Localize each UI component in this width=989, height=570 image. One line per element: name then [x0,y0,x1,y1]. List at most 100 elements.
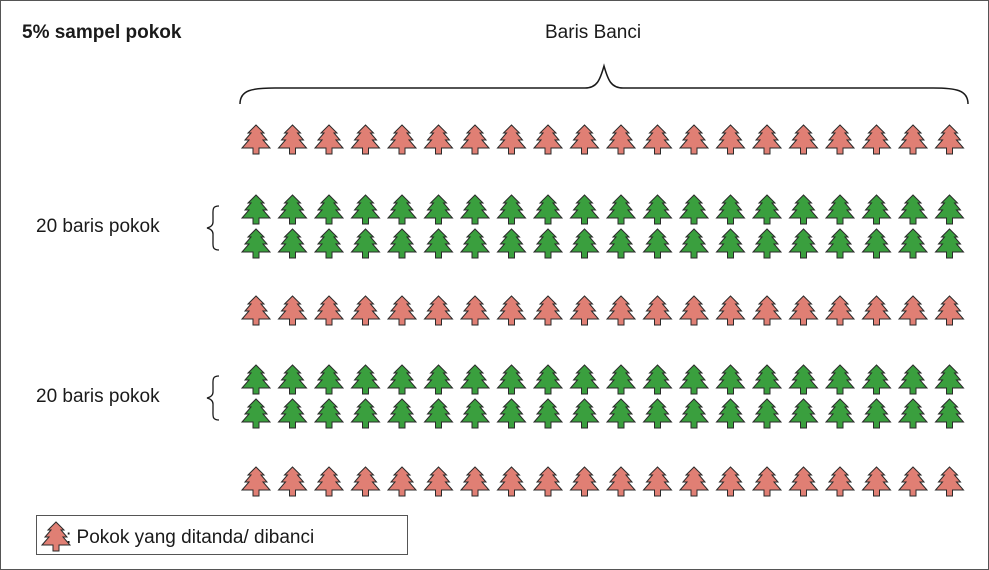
sampled-tree-icon [606,466,636,497]
tree-row-3-normal [241,228,964,259]
tree-icon [533,228,563,259]
sampled-tree-icon [716,295,745,326]
sampled-tree-icon [643,466,672,497]
sampled-tree-icon [862,124,891,155]
tree-icon [278,364,307,395]
sampled-tree-icon [533,466,563,497]
sampled-tree-icon [752,124,782,155]
group-label-2: 20 baris pokok [36,386,160,407]
tree-icon [606,228,636,259]
sampled-tree-icon [278,295,307,326]
tree-row-2-normal [241,194,964,225]
sampled-tree-icon [460,124,490,155]
tree-icon [825,228,855,259]
sampled-tree-icon [789,466,818,497]
group-brace-2 [206,375,220,421]
tree-icon [716,364,745,395]
sampled-tree-icon [606,124,636,155]
sampled-tree-icon [314,466,344,497]
tree-icon [278,398,307,429]
sampled-tree-icon [752,466,782,497]
tree-icon [643,194,672,225]
tree-icon [789,398,818,429]
tree-icon [424,364,453,395]
tree-icon [606,364,636,395]
tree-icon [679,228,709,259]
diagram-title: 5% sampel pokok [22,22,182,43]
tree-icon [241,194,271,225]
tree-icon [241,228,271,259]
tree-icon [424,228,453,259]
sampled-tree-icon [387,124,417,155]
sampled-tree-icon [789,295,818,326]
sampled-tree-icon [351,124,380,155]
sampled-tree-icon [898,295,928,326]
sampled-tree-icon [424,124,453,155]
sampled-tree-icon [387,295,417,326]
sampled-tree-icon [314,295,344,326]
sampled-tree-icon [424,295,453,326]
sampled-tree-icon [424,466,453,497]
tree-icon [497,398,526,429]
sampled-tree-icon [679,466,709,497]
header-brace [239,63,969,105]
tree-icon [460,228,490,259]
tree-icon [716,194,745,225]
tree-icon [935,194,964,225]
sampled-tree-icon [679,295,709,326]
sampled-tree-icon [898,466,928,497]
sampled-tree-icon [570,466,599,497]
tree-icon [460,194,490,225]
tree-icon [752,194,782,225]
tree-icon [789,228,818,259]
group-label-1: 20 baris pokok [36,216,160,237]
tree-icon [606,194,636,225]
sampled-tree-icon [533,124,563,155]
sampled-tree-icon [278,466,307,497]
sampled-tree-icon [643,124,672,155]
tree-icon [497,228,526,259]
tree-icon [935,364,964,395]
legend [36,515,408,555]
tree-icon [351,228,380,259]
tree-icon [825,364,855,395]
tree-icon [789,364,818,395]
tree-icon [387,228,417,259]
sampled-tree-icon [752,295,782,326]
sampled-tree-icon [278,124,307,155]
tree-icon [716,398,745,429]
tree-row-4-sampled [241,295,964,326]
tree-icon [825,398,855,429]
tree-icon [497,194,526,225]
tree-icon [716,228,745,259]
legend-text: : Pokok yang ditanda/ dibanci [66,527,315,548]
tree-icon [752,228,782,259]
tree-icon [643,398,672,429]
sampled-tree-icon [935,295,964,326]
tree-icon [460,364,490,395]
tree-icon [387,194,417,225]
tree-icon [898,194,928,225]
tree-icon [570,398,599,429]
tree-icon [679,364,709,395]
tree-icon [278,194,307,225]
tree-icon [789,194,818,225]
sampled-tree-icon [789,124,818,155]
sampled-tree-icon [351,295,380,326]
sampled-tree-icon [898,124,928,155]
tree-icon [643,364,672,395]
sampled-tree-icon [825,295,855,326]
sampled-tree-icon [825,466,855,497]
sampled-tree-icon [351,466,380,497]
tree-icon [898,398,928,429]
tree-icon [570,194,599,225]
sampled-tree-icon [862,295,891,326]
tree-icon [497,364,526,395]
header-label: Baris Banci [545,22,642,43]
sampled-tree-icon [497,124,526,155]
tree-icon [752,398,782,429]
sampled-tree-icon [314,124,344,155]
sampled-tree-icon [679,124,709,155]
tree-icon [752,364,782,395]
tree-row-7-sampled [241,466,964,497]
